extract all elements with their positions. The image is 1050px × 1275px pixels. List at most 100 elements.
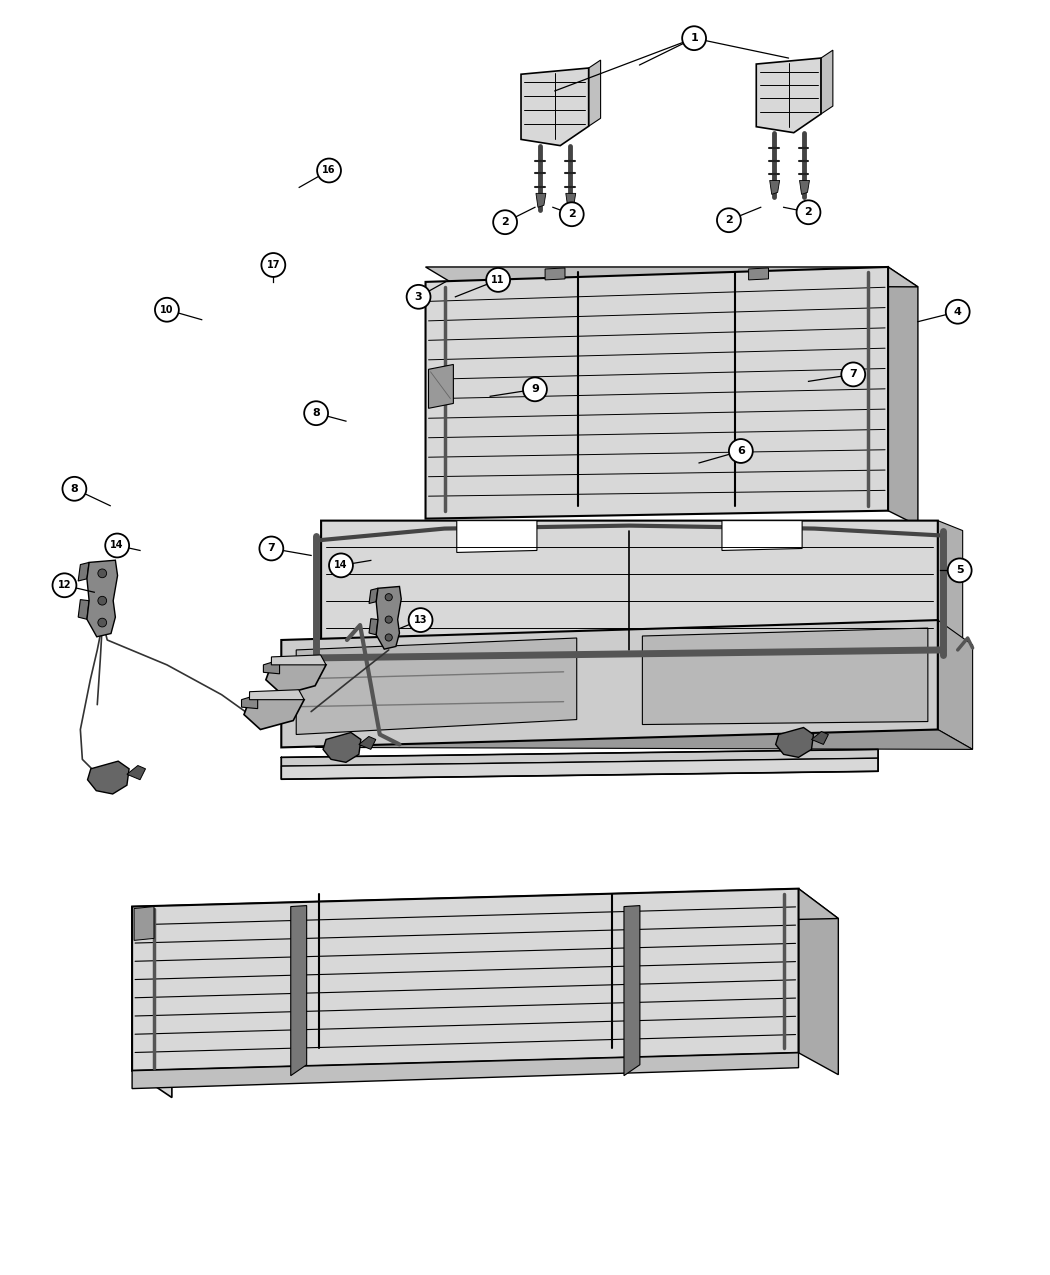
Text: 2: 2 xyxy=(568,209,575,219)
Circle shape xyxy=(406,284,430,309)
Text: 14: 14 xyxy=(334,561,348,570)
Polygon shape xyxy=(756,59,821,133)
Text: 10: 10 xyxy=(161,305,173,315)
Text: 14: 14 xyxy=(110,541,124,551)
Text: 6: 6 xyxy=(737,446,744,456)
Text: 12: 12 xyxy=(58,580,71,590)
Circle shape xyxy=(385,616,393,623)
Polygon shape xyxy=(244,692,304,729)
Polygon shape xyxy=(643,629,928,724)
Text: 2: 2 xyxy=(804,208,813,217)
Polygon shape xyxy=(770,181,780,194)
Polygon shape xyxy=(536,194,546,208)
Polygon shape xyxy=(87,560,118,636)
Text: 8: 8 xyxy=(70,483,79,493)
Circle shape xyxy=(729,439,753,463)
Polygon shape xyxy=(938,620,972,750)
Polygon shape xyxy=(87,761,129,794)
Polygon shape xyxy=(624,905,639,1076)
Text: 1: 1 xyxy=(690,33,698,43)
Text: 2: 2 xyxy=(501,217,509,227)
Circle shape xyxy=(523,377,547,402)
Polygon shape xyxy=(250,690,304,700)
Circle shape xyxy=(408,608,433,632)
Circle shape xyxy=(560,203,584,226)
Polygon shape xyxy=(281,729,972,750)
Polygon shape xyxy=(321,520,938,655)
Polygon shape xyxy=(127,765,146,780)
Polygon shape xyxy=(271,655,327,664)
Polygon shape xyxy=(521,68,589,145)
Polygon shape xyxy=(242,695,257,709)
Polygon shape xyxy=(425,266,918,287)
Circle shape xyxy=(261,252,286,277)
Text: 5: 5 xyxy=(956,565,964,575)
Circle shape xyxy=(98,618,107,627)
Text: 2: 2 xyxy=(726,215,733,226)
Circle shape xyxy=(682,27,706,50)
Text: 8: 8 xyxy=(312,408,320,418)
Circle shape xyxy=(98,597,107,606)
Polygon shape xyxy=(369,588,378,603)
Polygon shape xyxy=(264,660,279,673)
Text: 7: 7 xyxy=(849,370,857,380)
Circle shape xyxy=(486,268,510,292)
Circle shape xyxy=(946,300,969,324)
Circle shape xyxy=(385,634,393,641)
Polygon shape xyxy=(281,750,878,766)
Polygon shape xyxy=(888,266,918,525)
Text: 16: 16 xyxy=(322,166,336,176)
Circle shape xyxy=(385,594,393,601)
Polygon shape xyxy=(749,268,769,280)
Polygon shape xyxy=(369,618,378,635)
Polygon shape xyxy=(132,889,799,1071)
Text: 17: 17 xyxy=(267,260,280,270)
Circle shape xyxy=(259,537,284,561)
Polygon shape xyxy=(799,181,810,194)
Circle shape xyxy=(329,553,353,578)
Text: 11: 11 xyxy=(491,275,505,284)
Polygon shape xyxy=(359,737,376,750)
Polygon shape xyxy=(296,638,576,734)
Circle shape xyxy=(304,402,328,425)
Circle shape xyxy=(841,362,865,386)
Polygon shape xyxy=(938,520,963,655)
Polygon shape xyxy=(425,266,888,519)
Polygon shape xyxy=(132,1053,799,1089)
Polygon shape xyxy=(376,586,401,649)
Polygon shape xyxy=(134,907,154,941)
Circle shape xyxy=(317,158,341,182)
Polygon shape xyxy=(821,50,833,113)
Polygon shape xyxy=(132,907,172,1098)
Polygon shape xyxy=(545,268,565,280)
Polygon shape xyxy=(428,365,454,408)
Polygon shape xyxy=(722,520,802,551)
Polygon shape xyxy=(812,732,828,745)
Polygon shape xyxy=(78,599,89,620)
Circle shape xyxy=(98,569,107,578)
Circle shape xyxy=(62,477,86,501)
Polygon shape xyxy=(266,657,327,695)
Circle shape xyxy=(105,533,129,557)
Polygon shape xyxy=(78,562,89,581)
Polygon shape xyxy=(589,60,601,126)
Polygon shape xyxy=(457,520,537,552)
Polygon shape xyxy=(323,733,361,762)
Text: 9: 9 xyxy=(531,384,539,394)
Polygon shape xyxy=(799,889,838,1075)
Polygon shape xyxy=(776,728,814,757)
Circle shape xyxy=(948,558,971,583)
Circle shape xyxy=(717,208,741,232)
Text: 3: 3 xyxy=(415,292,422,302)
Polygon shape xyxy=(321,645,963,667)
Polygon shape xyxy=(291,905,307,1076)
Text: 7: 7 xyxy=(268,543,275,553)
Polygon shape xyxy=(566,194,575,208)
Circle shape xyxy=(797,200,820,224)
Polygon shape xyxy=(281,620,938,747)
Circle shape xyxy=(155,298,179,321)
Polygon shape xyxy=(281,759,878,779)
Polygon shape xyxy=(132,889,838,933)
Text: 4: 4 xyxy=(953,307,962,316)
Circle shape xyxy=(52,574,77,597)
